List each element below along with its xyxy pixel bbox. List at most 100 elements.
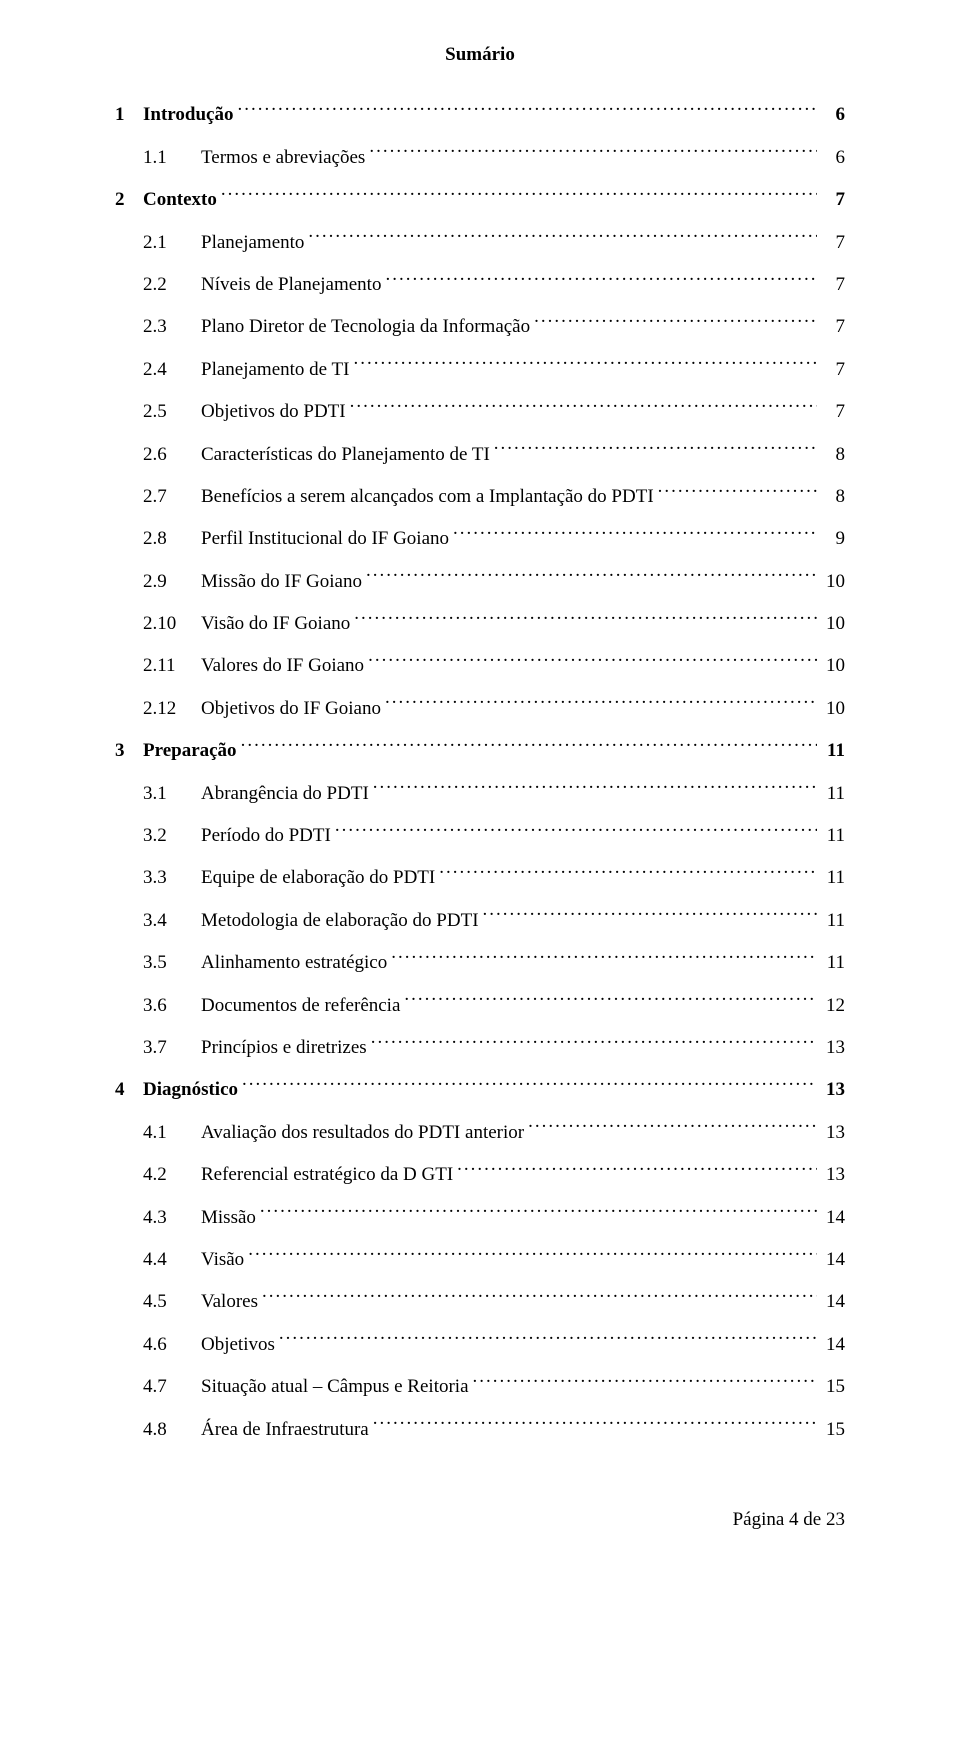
toc-entry: 3.2Período do PDTI 11 (115, 821, 845, 851)
toc-leader-dots (241, 737, 817, 756)
toc-entry: 4.2Referencial estratégico da D GTI13 (115, 1160, 845, 1190)
toc-entry-page: 11 (817, 821, 845, 851)
toc-entry: 3.7Princípios e diretrizes 13 (115, 1033, 845, 1063)
toc-leader-dots (308, 229, 817, 248)
toc-leader-dots (453, 525, 817, 544)
toc-entry-label: Objetivos (201, 1330, 279, 1360)
toc-entry-page: 10 (817, 609, 845, 639)
toc-entry: 3.5Alinhamento estratégico11 (115, 948, 845, 978)
toc-entry-page: 12 (817, 991, 845, 1021)
toc-entry: 2Contexto7 (115, 185, 845, 215)
toc-entry-label: Contexto (143, 185, 221, 215)
toc-entry-number: 2.3 (143, 312, 201, 342)
toc-entry: 2.7Benefícios a serem alcançados com a I… (115, 482, 845, 512)
toc-leader-dots (262, 1288, 817, 1307)
toc-leader-dots (366, 568, 817, 587)
toc-entry-page: 7 (817, 185, 845, 215)
toc-leader-dots (221, 186, 817, 205)
toc-entry-page: 7 (817, 397, 845, 427)
toc-leader-dots (385, 271, 817, 290)
toc-entry-page: 13 (817, 1118, 845, 1148)
toc-leader-dots (242, 1076, 817, 1095)
toc-leader-dots (373, 1416, 817, 1435)
toc-entry-label: Situação atual – Câmpus e Reitoria (201, 1372, 473, 1402)
toc-entry: 3.3Equipe de elaboração do PDTI11 (115, 863, 845, 893)
toc-entry-label: Objetivos do PDTI (201, 397, 350, 427)
toc-entry-number: 4.7 (143, 1372, 201, 1402)
toc-entry-number: 2.6 (143, 440, 201, 470)
toc-leader-dots (353, 356, 817, 375)
toc-entry-page: 14 (817, 1203, 845, 1233)
toc-entry-page: 11 (817, 779, 845, 809)
toc-entry-number: 2.9 (143, 567, 201, 597)
toc-entry: 2.11Valores do IF Goiano10 (115, 651, 845, 681)
toc-leader-dots (473, 1373, 817, 1392)
toc-leader-dots (260, 1204, 817, 1223)
toc-leader-dots (483, 907, 817, 926)
toc-leader-dots (354, 610, 817, 629)
toc-entry-number: 1 (115, 100, 143, 130)
toc-entry-label: Referencial estratégico da D GTI (201, 1160, 457, 1190)
toc-leader-dots (439, 864, 817, 883)
toc-entry-page: 7 (817, 312, 845, 342)
toc-leader-dots (368, 652, 817, 671)
toc-entry-number: 1.1 (143, 143, 201, 173)
toc-entry: 3.6Documentos de referência12 (115, 991, 845, 1021)
toc-entry: 4.7Situação atual – Câmpus e Reitoria 15 (115, 1372, 845, 1402)
page-footer: Página 4 de 23 (115, 1505, 845, 1535)
toc-entry: 2.1Planejamento7 (115, 228, 845, 258)
toc-entry-number: 2.11 (143, 651, 201, 681)
toc-leader-dots (369, 144, 817, 163)
toc-entry: 3.4Metodologia de elaboração do PDTI11 (115, 906, 845, 936)
toc-entry: 2.9Missão do IF Goiano10 (115, 567, 845, 597)
toc-entry-label: Missão do IF Goiano (201, 567, 366, 597)
toc-entry-label: Área de Infraestrutura (201, 1415, 373, 1445)
toc-leader-dots (248, 1246, 817, 1265)
toc-entry-number: 4.5 (143, 1287, 201, 1317)
toc-leader-dots (350, 398, 817, 417)
toc-entry: 2.2Níveis de Planejamento7 (115, 270, 845, 300)
toc-entry: 4.8Área de Infraestrutura15 (115, 1415, 845, 1445)
toc-entry-number: 4.2 (143, 1160, 201, 1190)
toc-entry-label: Visão (201, 1245, 248, 1275)
toc-leader-dots (385, 695, 817, 714)
toc-entry-label: Termos e abreviações (201, 143, 369, 173)
toc-entry-number: 4.4 (143, 1245, 201, 1275)
toc-leader-dots (371, 1034, 817, 1053)
toc-entry-page: 7 (817, 228, 845, 258)
toc-entry: 1Introdução6 (115, 100, 845, 130)
toc-entry-label: Equipe de elaboração do PDTI (201, 863, 439, 893)
toc-entry-label: Perfil Institucional do IF Goiano (201, 524, 453, 554)
table-of-contents: 1Introdução61.1Termos e abreviações62Con… (115, 100, 845, 1445)
toc-entry-number: 3.7 (143, 1033, 201, 1063)
toc-entry-page: 8 (817, 440, 845, 470)
toc-entry-page: 15 (817, 1415, 845, 1445)
toc-entry-number: 3.5 (143, 948, 201, 978)
toc-entry-number: 3.1 (143, 779, 201, 809)
toc-entry-page: 6 (817, 143, 845, 173)
toc-entry-label: Avaliação dos resultados do PDTI anterio… (201, 1118, 528, 1148)
toc-entry-number: 4 (115, 1075, 143, 1105)
toc-leader-dots (658, 483, 817, 502)
toc-entry-number: 3.2 (143, 821, 201, 851)
toc-entry-page: 13 (817, 1033, 845, 1063)
toc-entry-label: Diagnóstico (143, 1075, 242, 1105)
toc-entry-page: 15 (817, 1372, 845, 1402)
toc-entry-label: Níveis de Planejamento (201, 270, 385, 300)
toc-leader-dots (528, 1119, 817, 1138)
toc-entry: 4.5Valores14 (115, 1287, 845, 1317)
toc-leader-dots (373, 780, 817, 799)
toc-entry-label: Período do PDTI (201, 821, 335, 851)
toc-leader-dots (279, 1331, 817, 1350)
toc-entry-label: Objetivos do IF Goiano (201, 694, 385, 724)
toc-entry: 4.3Missão14 (115, 1203, 845, 1233)
toc-entry-label: Documentos de referência (201, 991, 404, 1021)
toc-entry-label: Valores (201, 1287, 262, 1317)
toc-entry-number: 2.5 (143, 397, 201, 427)
toc-entry-label: Princípios e diretrizes (201, 1033, 371, 1063)
toc-leader-dots (494, 441, 817, 460)
page-title: Sumário (115, 40, 845, 70)
toc-entry-number: 3 (115, 736, 143, 766)
toc-entry-number: 2.10 (143, 609, 201, 639)
toc-entry-number: 3.4 (143, 906, 201, 936)
